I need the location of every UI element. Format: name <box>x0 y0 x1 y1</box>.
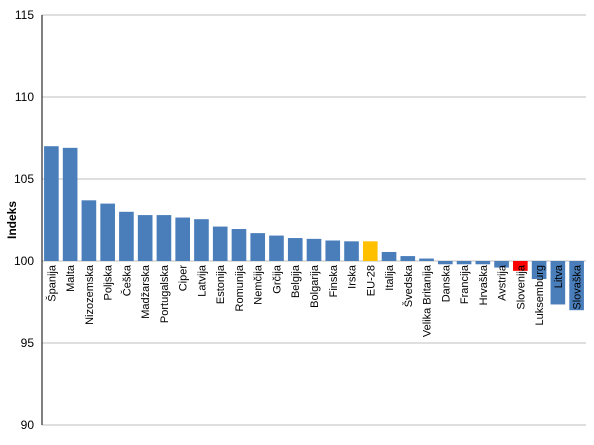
y-tick-label: 110 <box>15 90 34 104</box>
category-label: Estonija <box>215 264 227 304</box>
bar-slovaška <box>569 261 584 311</box>
category-label: Italija <box>384 264 396 291</box>
bar-romunija <box>231 229 247 261</box>
category-label: Švedska <box>402 264 415 307</box>
bar-bolgarija <box>306 238 322 261</box>
category-label: Ciper <box>178 265 190 292</box>
bar-irska <box>344 241 359 261</box>
category-label: Francija <box>459 264 471 304</box>
bar-malta <box>62 147 78 261</box>
category-label: Litva <box>553 264 565 288</box>
bar-velika-britanija <box>419 258 434 261</box>
bar-češka <box>119 211 134 261</box>
bar-francija <box>456 261 472 265</box>
bar-belgija <box>287 238 303 261</box>
category-label: Finska <box>328 264 340 297</box>
bar-slovenija <box>513 261 528 271</box>
category-label: Malta <box>65 264 77 292</box>
y-tick-label: 95 <box>21 336 35 350</box>
bar-švedska <box>400 256 416 261</box>
category-labels-layer: Španija Malta Nizozemska Poljska Češka Madžar… <box>45 264 583 337</box>
category-label: Belgija <box>290 264 302 298</box>
y-tick-label: 90 <box>21 418 35 432</box>
bar-avstrija <box>494 261 509 268</box>
bar-ciper <box>175 217 191 261</box>
y-tick-label: 105 <box>14 172 34 186</box>
bar-poljska <box>100 203 115 261</box>
category-label: Hrvaška <box>478 264 490 305</box>
category-label: Nizozemska <box>84 264 96 325</box>
bar-italija <box>381 251 397 261</box>
category-label: Poljska <box>103 264 115 300</box>
y-axis-title: Indeks <box>5 201 19 239</box>
category-label: Slovaška <box>572 264 584 310</box>
category-label: Velika Britanija <box>422 264 434 337</box>
bar-nemčija <box>250 233 266 261</box>
category-label: Nemčija <box>253 264 265 305</box>
bar-nizozemska <box>81 200 97 261</box>
category-label: Irska <box>347 264 359 289</box>
bar-eu-28 <box>362 241 378 261</box>
category-label: EU-28 <box>365 265 377 296</box>
bar-luksemburg <box>531 261 547 280</box>
y-tick-label: 115 <box>15 8 34 22</box>
category-label: Češka <box>120 264 133 296</box>
category-label: Portugalska <box>159 264 171 323</box>
bar-grčija <box>269 235 284 261</box>
category-label: Luksemburg <box>534 265 546 326</box>
bar-danska <box>437 261 453 265</box>
bar-hrvaška <box>475 261 491 265</box>
bar-španija <box>44 146 59 261</box>
category-label: Madžarska <box>140 264 152 319</box>
bar-finska <box>325 240 341 261</box>
bar-latvija <box>194 219 209 261</box>
bars-layer <box>44 146 584 311</box>
bar-estonija <box>212 226 228 261</box>
category-label: Slovenija <box>515 264 527 310</box>
category-label: Španija <box>45 264 58 302</box>
category-label: Latvija <box>196 264 208 297</box>
bar-litva <box>550 261 566 305</box>
category-label: Avstrija <box>497 264 509 301</box>
bar-madžarska <box>137 215 153 261</box>
category-label: Bolgarija <box>309 264 321 308</box>
y-axis-ticks: 90 95 100 105 110 115 <box>14 8 34 432</box>
y-tick-label: 100 <box>14 254 34 268</box>
bar-portugalska <box>156 215 172 261</box>
category-label: Danska <box>440 264 452 302</box>
category-label: Romunija <box>234 264 246 311</box>
category-label: Grčija <box>271 264 283 294</box>
